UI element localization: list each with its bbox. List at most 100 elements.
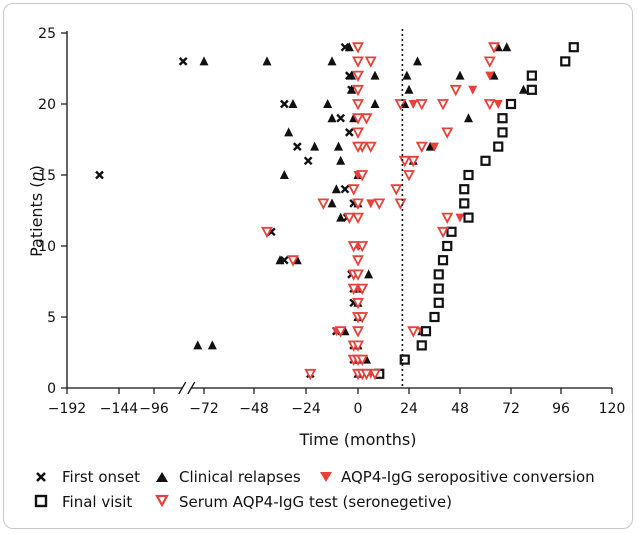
seropositive-point xyxy=(485,71,495,81)
seronegative-test-point xyxy=(483,56,496,68)
seronegative-test-point xyxy=(356,170,369,182)
seronegative-test-point xyxy=(441,127,454,139)
seronegative-test-point xyxy=(437,99,449,111)
final-visit-point xyxy=(560,56,571,67)
y-axis-title: Patients (n) xyxy=(27,165,46,257)
first-onset-point xyxy=(344,128,354,137)
relapse-point xyxy=(336,212,346,222)
final-visit-point xyxy=(442,240,453,252)
x-axis-title: Time (months) xyxy=(299,430,417,449)
y-tick-label: 10 xyxy=(38,239,56,255)
legend-marker-triangle-icon xyxy=(156,472,168,482)
first-onset-stroke xyxy=(292,142,302,151)
relapse-point xyxy=(519,84,528,94)
seropositive-point xyxy=(468,85,478,95)
seronegative-test-point xyxy=(403,170,415,182)
final-visit-point xyxy=(526,70,537,81)
relapse-point xyxy=(413,56,422,66)
relapse-point xyxy=(344,42,354,52)
seronegative-test-point xyxy=(261,226,273,239)
x-tick-label: −72 xyxy=(189,401,219,417)
final-visit-point xyxy=(420,326,432,337)
relapse-point xyxy=(425,141,435,151)
seronegative-test-point xyxy=(407,326,420,338)
x-tick-label: 0 xyxy=(354,401,363,417)
first-onset-point xyxy=(292,142,302,151)
y-axis-title-italic: n xyxy=(27,171,46,181)
seronegative-test-point xyxy=(356,312,369,324)
seronegative-test-point xyxy=(415,99,428,111)
relapse-point xyxy=(288,99,298,108)
seronegative-test-point xyxy=(334,326,347,338)
seronegative-test-point xyxy=(352,127,364,139)
seronegative-test-point xyxy=(364,56,377,68)
first-onset-point xyxy=(178,57,188,66)
final-visit-point xyxy=(459,198,470,209)
relapse-point xyxy=(455,70,465,80)
seronegative-test-point xyxy=(407,155,420,168)
relapse-point xyxy=(334,141,343,151)
axis-break-mark-right xyxy=(187,381,196,395)
final-visit-point xyxy=(433,283,444,294)
seronegative-test-point xyxy=(352,56,364,68)
y-tick-label: 5 xyxy=(47,310,56,326)
first-onset-point xyxy=(336,113,346,123)
legend-first-onset: First onset xyxy=(36,468,140,486)
seronegative-test-point xyxy=(347,184,360,196)
x-tick-label: −24 xyxy=(291,401,321,417)
first-onset-stroke xyxy=(340,184,350,194)
legend-clinical-relapses: Clinical relapses xyxy=(156,468,301,486)
axis-labels: −192 −144 −96 −72 −48 −24 0 24 48 72 96 120 0 5 10 15 20… xyxy=(38,26,625,417)
final-visit-point xyxy=(429,311,440,323)
final-visit-point xyxy=(493,141,504,152)
y-tick-label: 20 xyxy=(38,97,56,113)
final-visit-point xyxy=(433,269,444,280)
y-tick-label: 25 xyxy=(38,26,56,42)
legend-marker-red-triangle-down-icon xyxy=(320,472,332,482)
seronegative-test-point xyxy=(352,70,364,83)
final-visit-point xyxy=(463,169,474,181)
final-visit-point xyxy=(437,255,449,266)
legend-label-seronegative-test: Serum AQP4-IgG test (seronegetive) xyxy=(179,493,452,511)
seronegative-test-point xyxy=(352,42,364,54)
seropositive-point xyxy=(366,199,376,209)
seronegative-test-point xyxy=(356,283,369,296)
final-visit-point xyxy=(399,354,410,365)
relapse-point xyxy=(323,99,333,108)
axis-break-mark-left xyxy=(178,381,187,395)
x-tick-label: 72 xyxy=(502,401,520,417)
seronegative-test-point xyxy=(352,212,364,225)
relapse-point xyxy=(489,70,499,80)
relapse-point xyxy=(327,198,337,208)
y-axis-title-suffix: ) xyxy=(27,165,46,171)
relapse-point xyxy=(310,141,320,151)
seronegative-test-point xyxy=(360,368,373,381)
seronegative-test-point xyxy=(449,84,462,97)
relapse-point xyxy=(199,56,209,66)
seronegative-test-point xyxy=(304,368,317,381)
seronegative-test-point xyxy=(352,297,364,310)
legend-label-final-visit: Final visit xyxy=(62,493,132,511)
seropositive-point xyxy=(493,100,503,109)
x-tick-label: −144 xyxy=(100,401,139,417)
seropositive-point xyxy=(408,100,418,109)
relapse-point xyxy=(404,84,414,94)
seronegative-test-point xyxy=(437,226,449,239)
seronegative-test-point xyxy=(415,141,428,154)
relapse-point xyxy=(262,56,272,66)
first-onset-stroke xyxy=(340,42,350,52)
relapse-point xyxy=(347,70,356,80)
data-marks xyxy=(95,42,579,381)
seronegative-test-point xyxy=(356,354,369,367)
final-visit-point xyxy=(480,155,491,166)
seronegative-test-point xyxy=(347,283,360,296)
first-onset-point xyxy=(340,184,350,194)
relapse-point xyxy=(284,127,294,137)
legend-marker-red-open-triangle-down-icon xyxy=(155,494,169,508)
seronegative-test-point xyxy=(352,99,364,111)
legend-marker-square-icon xyxy=(34,494,48,508)
seronegative-test-point xyxy=(483,99,496,111)
seronegative-test-point xyxy=(352,255,364,267)
x-tick-label: −48 xyxy=(239,401,269,417)
